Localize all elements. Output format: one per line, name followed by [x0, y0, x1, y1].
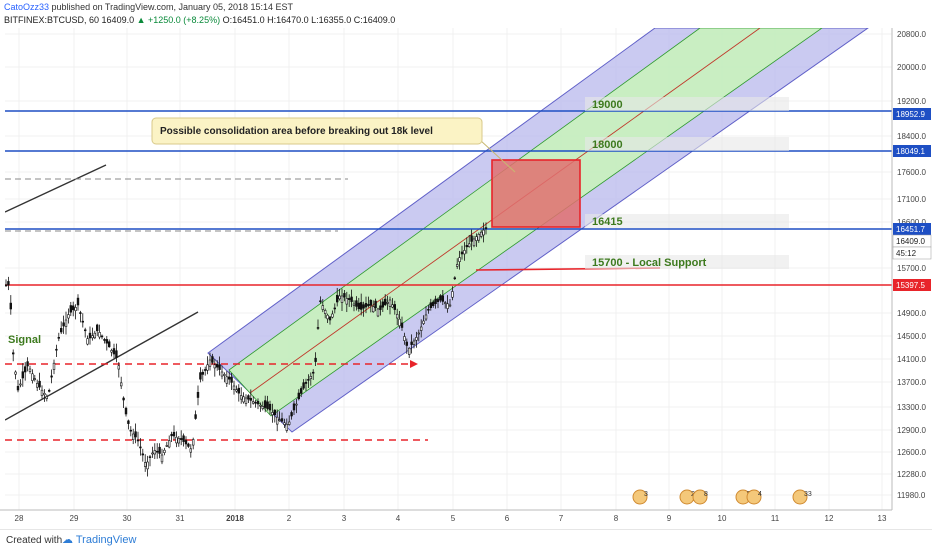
time-tick-label: 9	[667, 514, 672, 523]
time-tick-label: 2	[287, 514, 292, 523]
last-price: 16409.0	[101, 15, 135, 25]
price-tag	[893, 279, 931, 291]
level-19000-label: 19000	[592, 99, 623, 111]
time-axis[interactable]	[0, 510, 892, 529]
time-tick-label: 13	[878, 514, 887, 523]
price-tick-label: 13700.0	[897, 378, 926, 387]
price-tick-label: 17100.0	[897, 195, 926, 204]
price-chart[interactable]: 19000 18000 16415 15700 - Local Support …	[0, 0, 932, 529]
price-tick-label: 14100.0	[897, 355, 926, 364]
price-tick-label: 15700.0	[897, 264, 926, 273]
time-tick-label: 29	[70, 514, 79, 523]
support-label: 15700 - Local Support	[592, 257, 707, 269]
footer-bar: Created with ☁ TradingView	[0, 529, 932, 551]
published-text: published on TradingView.com, January 05…	[51, 2, 294, 12]
chart-header: CatoOzz33 published on TradingView.com, …	[0, 0, 932, 28]
symbol-line: BITFINEX:BTCUSD, 60 16409.0 ▲ +1250.0 (+…	[4, 15, 395, 25]
time-tick-label: 5	[451, 514, 456, 523]
level-19000-bg	[585, 97, 789, 111]
price-tag	[893, 108, 931, 120]
trendline-upper[interactable]	[5, 164, 107, 213]
event-count: 33	[804, 491, 812, 498]
event-flag-icon[interactable]	[632, 489, 648, 505]
price-tick-label: 12900.0	[897, 426, 926, 435]
price-tag-text: 18049.1	[896, 147, 925, 156]
price-tick-label: 18400.0	[897, 132, 926, 141]
tradingview-brand: TradingView	[75, 534, 137, 546]
publish-line: CatoOzz33 published on TradingView.com, …	[4, 2, 293, 12]
price-tag-text: 18952.9	[896, 110, 925, 119]
price-tag	[893, 145, 931, 157]
price-tick-label: 13300.0	[897, 403, 926, 412]
level-18000-label: 18000	[592, 139, 623, 151]
price-tick-label: 20800.0	[897, 30, 926, 39]
price-tag	[893, 223, 931, 235]
time-tick-label: 30	[123, 514, 132, 523]
event-flag-icon[interactable]	[792, 489, 808, 505]
price-tag-text: 45:12	[896, 249, 917, 258]
time-tick-label: 10	[718, 514, 727, 523]
symbol-name[interactable]: BITFINEX:BTCUSD, 60	[4, 15, 100, 25]
price-tag-text: 16451.7	[896, 225, 925, 234]
price-tick-label: 20000.0	[897, 63, 926, 72]
signal-arrow-head	[410, 360, 418, 368]
event-flag-icon[interactable]	[746, 489, 762, 505]
price-tick-label: 11980.0	[897, 491, 926, 500]
level-18000-bg	[585, 137, 789, 151]
price-tick-label: 16600.0	[897, 218, 926, 227]
signal-label: Signal	[8, 334, 41, 346]
price-axis-ticks: 20800.0 20000.0 19200.0 18400.0 17600.0 17100…	[897, 30, 926, 500]
callout-pointer	[479, 139, 516, 173]
consolidation-box[interactable]	[491, 159, 581, 228]
time-tick-label: 3	[342, 514, 347, 523]
candlestick-series	[5, 222, 488, 477]
price-tag-text: 15397.5	[896, 281, 925, 290]
time-tick-label: 12	[825, 514, 834, 523]
level-16415-bg	[585, 214, 789, 228]
event-count: 4	[758, 491, 762, 498]
created-with-text: Created with	[6, 535, 63, 546]
time-axis-ticks: 28 29 30 31 2018 2 3 4 5 6 7 8 9 10 11 12 13	[15, 514, 887, 523]
callout-text: Possible consolidation area before break…	[160, 126, 433, 137]
time-tick-label: 11	[771, 514, 780, 523]
time-tick-label: 28	[15, 514, 24, 523]
price-axis-tags: 18952.9 18049.1 16451.7 16409.0 45:12 15397.5	[892, 108, 932, 291]
event-markers[interactable]: 3285433	[632, 489, 812, 505]
event-count: 3	[644, 491, 648, 498]
price-tick-label: 14500.0	[897, 332, 926, 341]
author-link[interactable]: CatoOzz33	[4, 2, 50, 12]
time-tick-label: 4	[396, 514, 401, 523]
event-flag-icon[interactable]	[692, 489, 708, 505]
tradingview-logo[interactable]: ☁ TradingView	[62, 534, 137, 546]
ohlc-values: O:16451.0 H:16470.0 L:16355.0 C:16409.0	[222, 15, 396, 25]
level-16415-label: 16415	[592, 216, 623, 228]
time-tick-label: 31	[176, 514, 185, 523]
time-tick-label: 8	[614, 514, 619, 523]
time-tick-label: 6	[505, 514, 510, 523]
time-tick-label: 7	[559, 514, 564, 523]
price-tag	[892, 246, 932, 260]
price-change: ▲ +1250.0 (+8.25%)	[136, 15, 221, 25]
price-tick-label: 12600.0	[897, 448, 926, 457]
event-count: 8	[704, 491, 708, 498]
time-tick-label: 2018	[226, 514, 244, 523]
support-bg	[585, 255, 789, 269]
price-tick-label: 17600.0	[897, 168, 926, 177]
price-tick-label: 14900.0	[897, 309, 926, 318]
price-tick-label: 19200.0	[897, 97, 926, 106]
trendline-lower[interactable]	[5, 311, 199, 421]
callout-box[interactable]	[151, 117, 483, 145]
price-tag-text: 16409.0	[896, 237, 925, 246]
price-tick-label: 12280.0	[897, 470, 926, 479]
